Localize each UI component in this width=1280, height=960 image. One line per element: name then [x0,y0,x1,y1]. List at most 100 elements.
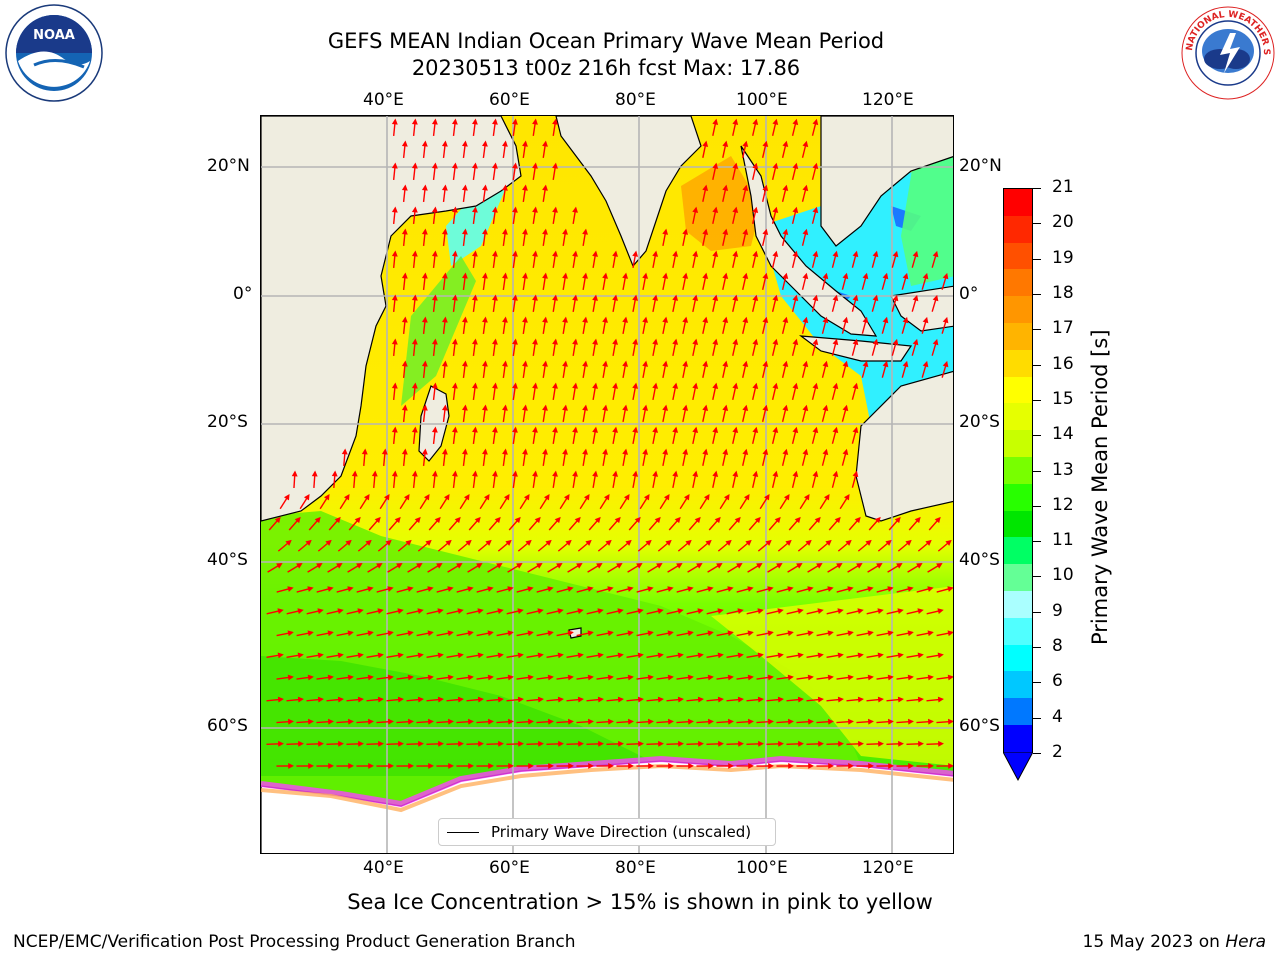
wave-arrow-head [692,294,699,301]
wave-arrow-head [874,516,881,524]
wave-arrow-head [942,272,949,280]
wave-arrow-head [667,630,674,637]
wave-arrow-head [482,360,488,367]
wave-arrow-head [317,608,324,615]
wave-arrow-head [528,763,534,769]
wave-arrow-head [523,493,530,501]
wave-arrow-head [502,184,508,191]
wave-arrow-head [532,470,538,477]
wave-arrow-head [772,250,779,258]
wave-arrow-head [458,740,464,747]
colorbar-tick [1033,541,1041,543]
colorbar-tick [1033,399,1041,401]
wave-arrow-head [391,206,398,213]
wave-arrow-head [288,763,294,769]
wave-arrow-head [777,652,784,659]
wave-arrow-head [674,516,681,524]
wave-arrow-head [716,563,723,569]
wave-arrow-head [692,338,699,345]
wave-arrow-head [747,630,754,637]
wave-arrow-head [436,563,443,569]
wave-arrow-head [722,140,729,147]
wave-arrow-head [461,316,468,323]
wave-arrow-head [812,426,819,434]
wave-arrow-head [803,493,810,501]
wave-arrow-head [397,608,404,615]
wave-arrow-head [772,338,779,346]
wave-arrow-head [383,493,390,501]
wave-arrow-head [772,294,779,302]
wave-arrow-head [627,586,634,592]
wave-arrow-head [647,630,654,637]
wave-arrow-head [812,338,819,346]
wave-arrow-head [451,382,458,389]
wave-arrow-head [582,316,588,323]
wave-arrow-head [812,294,819,302]
wave-arrow-head [522,448,528,455]
wave-arrow-head [702,140,709,147]
colorbar-label: 17 [1052,318,1074,339]
wave-arrow-head [637,696,644,703]
wave-arrow-head [612,426,619,433]
wave-arrow-head [431,118,438,125]
wave-arrow-head [592,470,598,477]
wave-arrow-head [705,539,712,546]
wave-arrow-head [431,250,438,257]
wave-arrow-head [632,470,639,477]
wave-arrow-head [787,630,794,637]
wave-arrow-head [847,586,854,592]
wave-arrow-head [852,294,859,302]
wave-arrow-head [792,470,799,478]
wave-arrow-head [478,740,484,747]
wave-arrow-head [331,470,338,477]
wave-arrow-head [843,493,850,501]
wave-arrow-head [792,206,799,214]
wave-arrow-head [882,316,889,324]
wave-arrow-head [596,563,603,569]
wave-arrow-head [365,539,372,546]
wave-arrow-head [492,118,498,125]
wave-arrow-head [732,338,739,345]
wave-arrow-head [508,763,514,769]
colorbar-segment [1004,349,1032,377]
wave-arrow-head [291,470,298,477]
wave-arrow-head [727,674,734,681]
wave-arrow-head [617,696,624,703]
wave-arrow-head [562,404,568,411]
wave-arrow-head [728,763,734,769]
wave-arrow-head [682,448,689,455]
wave-arrow-head [772,206,779,214]
wave-arrow-head [672,338,679,345]
wave-arrow-head [722,184,729,191]
colorbar-label: 13 [1052,459,1074,480]
wave-arrow-head [645,539,652,546]
wave-arrow-head [722,272,729,279]
wave-arrow-head [928,763,934,769]
wave-arrow-head [782,184,789,192]
wave-arrow-head [457,608,464,615]
wave-arrow-head [872,338,879,346]
wave-arrow-head [754,516,761,524]
wave-direction-arrows [266,118,953,769]
wave-arrow-head [325,539,332,546]
wave-arrow-head [718,740,724,747]
wave-arrow-head [327,630,334,637]
wave-arrow-head [702,404,709,411]
wave-arrow-head [772,382,779,390]
wave-arrow-head [554,516,561,524]
wave-arrow-head [557,608,564,615]
wave-arrow-head [582,228,588,235]
wave-arrow-head [572,250,578,257]
wave-arrow-head [617,608,624,615]
wave-arrow-head [787,718,794,725]
wave-arrow-head [532,118,538,125]
wave-arrow-head [762,228,769,236]
wave-arrow-head [487,586,494,592]
wave-arrow-head [925,539,932,546]
wave-arrow-head [297,652,304,659]
wave-arrow-head [471,118,478,125]
wave-arrow-head [467,586,474,592]
wave-arrow-head [594,516,601,524]
wave-arrow-head [938,740,944,747]
wave-arrow-head [482,140,488,147]
